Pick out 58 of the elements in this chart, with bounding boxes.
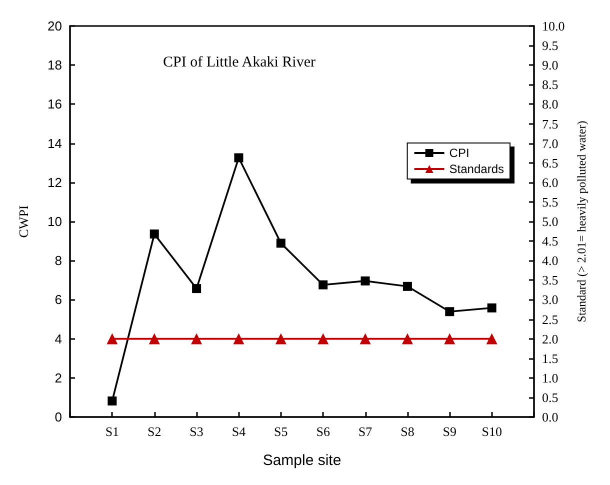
y2-tick-label: 3.5 xyxy=(542,272,558,288)
point xyxy=(192,284,202,294)
y-tick-label: 0 xyxy=(54,410,62,424)
y-tick-label: 10 xyxy=(48,214,62,229)
y-tick-label: 16 xyxy=(48,96,62,112)
y2-tick-label: 5.0 xyxy=(542,214,558,229)
y2-tick-label: 3.0 xyxy=(542,292,558,308)
y2-tick-label: 4.0 xyxy=(542,253,558,268)
point xyxy=(108,396,117,406)
y-tick-label: 2 xyxy=(54,370,62,386)
x-tick-label: S1 xyxy=(105,424,120,439)
y2-tick-label: 6.5 xyxy=(542,155,558,170)
x-tick-label: S4 xyxy=(232,424,246,439)
y-tick-label: 14 xyxy=(48,136,62,151)
y-tick-label: 6 xyxy=(54,292,62,308)
point xyxy=(402,282,412,291)
y-tick-label: 18 xyxy=(48,58,62,73)
y2-tick-label: 1.5 xyxy=(542,350,558,366)
y-tick-label: 12 xyxy=(48,174,62,190)
x-tick-label: S6 xyxy=(316,424,330,439)
y2-axis-title: Standard (> 2.01= heavily polluted water) xyxy=(574,120,589,322)
x-tick-label: S3 xyxy=(190,424,204,439)
y2-tick-label: 0.0 xyxy=(542,410,558,424)
y-axis-title: CWPI xyxy=(16,205,31,238)
y-tick-label: 4 xyxy=(54,331,62,346)
y2-tick-label: 0.5 xyxy=(542,390,558,405)
point xyxy=(445,307,454,316)
y2-tick-label: 9.0 xyxy=(542,58,558,73)
point xyxy=(150,230,159,239)
point xyxy=(487,303,496,312)
y2-tick-label: 2.0 xyxy=(542,331,558,346)
y2-tick-label: 6.0 xyxy=(542,174,558,190)
y2-tick-label: 8.5 xyxy=(542,77,558,92)
point xyxy=(318,280,328,290)
y2-tick-label: 2.5 xyxy=(542,312,558,327)
point xyxy=(276,238,286,248)
y-tick-label: 20 xyxy=(48,18,62,34)
y2-tick-label: 10.0 xyxy=(542,18,565,34)
y2-tick-label: 9.5 xyxy=(542,38,558,54)
y2-tick-label: 7.0 xyxy=(542,136,558,151)
y2-tick-label: 5.5 xyxy=(542,194,558,210)
x-tick-label: S7 xyxy=(358,424,373,439)
x-tick-label: S9 xyxy=(442,424,457,439)
y2-tick-label: 7.5 xyxy=(542,116,558,132)
x-axis-title: Sample site xyxy=(262,452,342,469)
y-tick-label: 8 xyxy=(54,253,62,268)
x-tick-label: S10 xyxy=(482,424,502,439)
point xyxy=(360,276,370,286)
point xyxy=(234,153,244,162)
text: CPI of Little Akaki River xyxy=(163,54,316,70)
x-tick-label: S5 xyxy=(274,424,288,439)
x-tick-label: S2 xyxy=(147,424,162,439)
y2-tick-label: 1.0 xyxy=(542,370,558,386)
legend-label: Standards xyxy=(449,162,504,176)
y2-tick-label: 8.0 xyxy=(542,96,558,112)
x-tick-label: S8 xyxy=(400,424,414,439)
y2-tick-label: 4.5 xyxy=(542,234,558,249)
legend-label: CPI xyxy=(449,146,470,160)
